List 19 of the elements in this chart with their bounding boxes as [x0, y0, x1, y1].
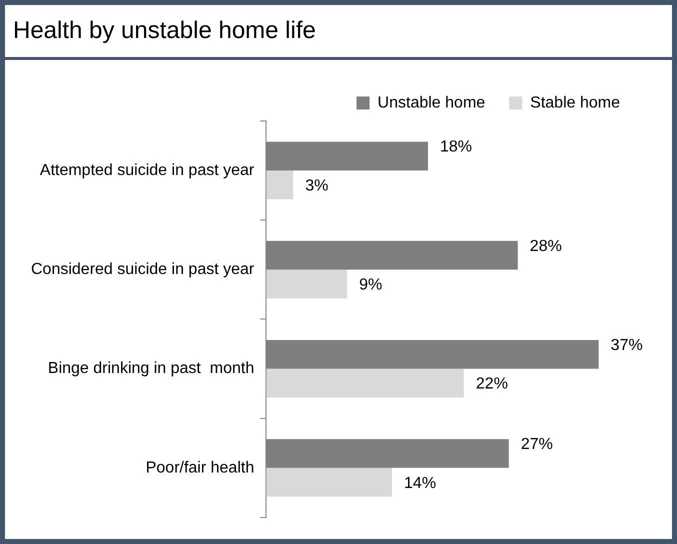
y-tick-label: Poor/fair health: [146, 459, 254, 476]
bar: [266, 170, 294, 200]
data-label: 27%: [520, 436, 553, 454]
legend-label: Unstable home: [378, 94, 486, 112]
data-label: 14%: [404, 474, 436, 492]
bar: [266, 368, 464, 398]
y-tick-label: Considered suicide in past year: [31, 261, 255, 278]
y-tick-label: Attempted suicide in past year: [40, 162, 255, 179]
data-label: 37%: [610, 336, 643, 354]
data-label: 22%: [476, 376, 508, 393]
data-label: 9%: [359, 276, 382, 294]
data-label: 18%: [440, 138, 472, 156]
data-label: 28%: [530, 238, 562, 255]
bar: [266, 468, 392, 497]
y-tick-label: Binge drinking in past month: [48, 360, 254, 378]
legend-label: Stable home: [530, 94, 620, 112]
data-label: 3%: [305, 177, 328, 194]
bar: [266, 270, 348, 298]
chart-title: Health by unstable home life: [5, 5, 672, 60]
